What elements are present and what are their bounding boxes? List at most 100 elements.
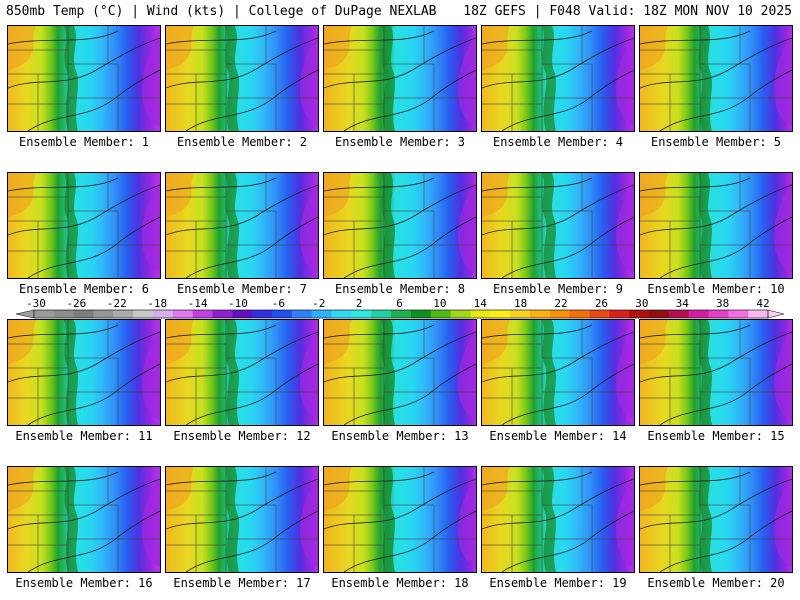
colorbar-swatch	[589, 310, 610, 318]
ensemble-member-map	[7, 466, 161, 573]
map-title: 850mb Temp (°C) | Wind (kts) | College o…	[6, 4, 437, 19]
colorbar-swatch	[688, 310, 709, 318]
ensemble-member-label: Ensemble Member: 6	[18, 282, 150, 296]
colorbar-swatch	[113, 310, 134, 318]
temperature-field	[640, 173, 792, 278]
ensemble-member-map	[481, 319, 635, 426]
ensemble-member-label: Ensemble Member: 8	[334, 282, 466, 296]
ensemble-member-label: Ensemble Member: 10	[647, 282, 785, 296]
colorbar-tick-label: -18	[147, 297, 167, 310]
colorbar-tick-label: -26	[66, 297, 86, 310]
colorbar-swatch	[490, 310, 511, 318]
temperature-field	[640, 26, 792, 131]
colorbar-swatch	[728, 310, 749, 318]
ensemble-member-label: Ensemble Member: 4	[492, 135, 624, 149]
ensemble-member-label: Ensemble Member: 16	[15, 576, 153, 590]
ensemble-member-map	[481, 25, 635, 132]
colorbar-swatch	[569, 310, 590, 318]
ensemble-member-label: Ensemble Member: 17	[173, 576, 311, 590]
ensemble-member-map	[639, 172, 793, 279]
temperature-field	[166, 26, 318, 131]
temperature-colorbar: -30 -26 -22 -18 -14 -10 -6 -2 2 6 10 14 18 22 26 30 34 38…	[0, 296, 800, 322]
colorbar-left-arrow	[15, 309, 35, 319]
colorbar-swatch	[212, 310, 233, 318]
ensemble-member-map	[7, 319, 161, 426]
colorbar-swatch	[391, 310, 412, 318]
ensemble-member-label: Ensemble Member: 14	[489, 429, 627, 443]
ensemble-member-label: Ensemble Member: 19	[489, 576, 627, 590]
temperature-field	[324, 173, 476, 278]
ensemble-member-label: Ensemble Member: 13	[331, 429, 469, 443]
ensemble-member-map	[639, 466, 793, 573]
colorbar-tick-label: 26	[595, 297, 608, 310]
ensemble-member-label: Ensemble Member: 12	[173, 429, 311, 443]
colorbar-swatch	[430, 310, 451, 318]
colorbar-swatch	[629, 310, 650, 318]
colorbar-swatch	[73, 310, 94, 318]
colorbar-swatch	[609, 310, 630, 318]
temperature-field	[482, 467, 634, 572]
ensemble-member-map	[323, 172, 477, 279]
colorbar-swatch	[172, 310, 194, 318]
colorbar-swatch	[272, 310, 293, 318]
temperature-field	[8, 173, 160, 278]
ensemble-member-map	[165, 466, 319, 573]
colorbar-svg: -30 -26 -22 -18 -14 -10 -6 -2 2 6 10 14 18 22 26 30 34 38…	[15, 297, 785, 319]
ensemble-member-label: Ensemble Member: 7	[176, 282, 308, 296]
colorbar-tick-label: 30	[635, 297, 648, 310]
ensemble-member-map	[323, 466, 477, 573]
ensemble-member-label: Ensemble Member: 1	[18, 135, 150, 149]
colorbar-swatch	[470, 310, 491, 318]
colorbar-swatch	[133, 310, 154, 318]
colorbar-swatch	[192, 310, 213, 318]
colorbar-tick-label: -14	[188, 297, 208, 310]
temperature-field	[324, 467, 476, 572]
colorbar-swatch	[311, 310, 332, 318]
run-valid-time: 18Z GEFS | F048 Valid: 18Z MON NOV 10 20…	[463, 4, 792, 19]
colorbar-tick-label: -10	[228, 297, 248, 310]
temperature-field	[166, 320, 318, 425]
ensemble-member-label: Ensemble Member: 18	[331, 576, 469, 590]
temperature-field	[8, 467, 160, 572]
colorbar-swatch	[232, 310, 253, 318]
ensemble-member-map	[165, 25, 319, 132]
colorbar-swatch	[291, 310, 313, 318]
colorbar-swatch	[450, 310, 471, 318]
colorbar-swatch	[748, 310, 769, 318]
colorbar-swatch	[529, 310, 551, 318]
ensemble-member-map	[323, 25, 477, 132]
colorbar-tick-label: 18	[514, 297, 527, 310]
colorbar-tick-label: 14	[474, 297, 488, 310]
ensemble-member-label: Ensemble Member: 11	[15, 429, 153, 443]
colorbar-swatch	[153, 310, 174, 318]
temperature-field	[482, 26, 634, 131]
colorbar-right-arrow	[767, 309, 785, 319]
colorbar-swatch	[648, 310, 670, 318]
colorbar-swatch	[371, 310, 392, 318]
temperature-field	[482, 320, 634, 425]
colorbar-swatch	[53, 310, 75, 318]
temperature-field	[166, 173, 318, 278]
colorbar-tick-label: 34	[676, 297, 690, 310]
temperature-field	[8, 26, 160, 131]
temperature-field	[166, 467, 318, 572]
colorbar-tick-label: 42	[756, 297, 769, 310]
colorbar-tick-label: -6	[272, 297, 285, 310]
ensemble-member-map	[639, 319, 793, 426]
ensemble-member-map	[323, 319, 477, 426]
colorbar-tick-label: 22	[554, 297, 567, 310]
colorbar-swatch	[668, 310, 690, 318]
colorbar-tick-label: -22	[107, 297, 127, 310]
colorbar-tick-label: 2	[356, 297, 363, 310]
header: 850mb Temp (°C) | Wind (kts) | College o…	[0, 0, 800, 22]
colorbar-tick-label: -30	[26, 297, 46, 310]
temperature-field	[640, 320, 792, 425]
temperature-field	[640, 467, 792, 572]
ensemble-member-map	[165, 172, 319, 279]
ensemble-member-label: Ensemble Member: 2	[176, 135, 308, 149]
ensemble-member-map	[639, 25, 793, 132]
colorbar-swatch	[549, 310, 571, 318]
colorbar-swatch	[708, 310, 729, 318]
colorbar-swatch	[34, 310, 55, 318]
ensemble-member-label: Ensemble Member: 15	[647, 429, 785, 443]
